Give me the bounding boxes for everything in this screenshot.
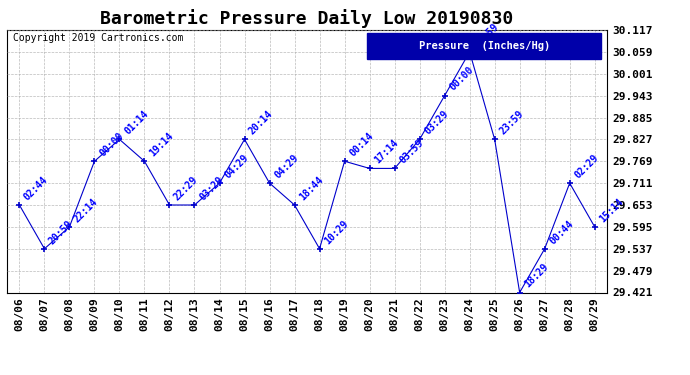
FancyBboxPatch shape (367, 33, 601, 59)
Text: Copyright 2019 Cartronics.com: Copyright 2019 Cartronics.com (13, 33, 184, 43)
Text: 18:29: 18:29 (522, 262, 551, 290)
Text: 03:29: 03:29 (197, 174, 225, 202)
Text: 23:59: 23:59 (473, 21, 500, 49)
Text: 18:44: 18:44 (297, 174, 325, 202)
Text: 10:29: 10:29 (322, 218, 351, 246)
Text: 00:00: 00:00 (97, 130, 125, 159)
Text: 22:29: 22:29 (172, 174, 200, 202)
Text: 00:44: 00:44 (547, 218, 575, 246)
Text: 02:29: 02:29 (573, 153, 600, 180)
Text: 01:14: 01:14 (122, 109, 150, 136)
Text: 20:14: 20:14 (247, 109, 275, 136)
Text: 04:29: 04:29 (222, 153, 250, 180)
Text: 03:59: 03:59 (397, 138, 425, 166)
Text: 02:44: 02:44 (22, 174, 50, 202)
Text: 17:14: 17:14 (373, 138, 400, 166)
Text: 22:14: 22:14 (72, 196, 100, 224)
Text: 00:00: 00:00 (447, 65, 475, 93)
Text: 20:59: 20:59 (47, 218, 75, 246)
Text: 03:29: 03:29 (422, 109, 451, 136)
Text: Pressure  (Inches/Hg): Pressure (Inches/Hg) (419, 41, 550, 51)
Title: Barometric Pressure Daily Low 20190830: Barometric Pressure Daily Low 20190830 (101, 9, 513, 28)
Text: 15:14: 15:14 (598, 196, 625, 224)
Text: 00:14: 00:14 (347, 130, 375, 159)
Text: 19:14: 19:14 (147, 130, 175, 159)
Text: 04:29: 04:29 (273, 153, 300, 180)
Text: 23:59: 23:59 (497, 109, 525, 136)
